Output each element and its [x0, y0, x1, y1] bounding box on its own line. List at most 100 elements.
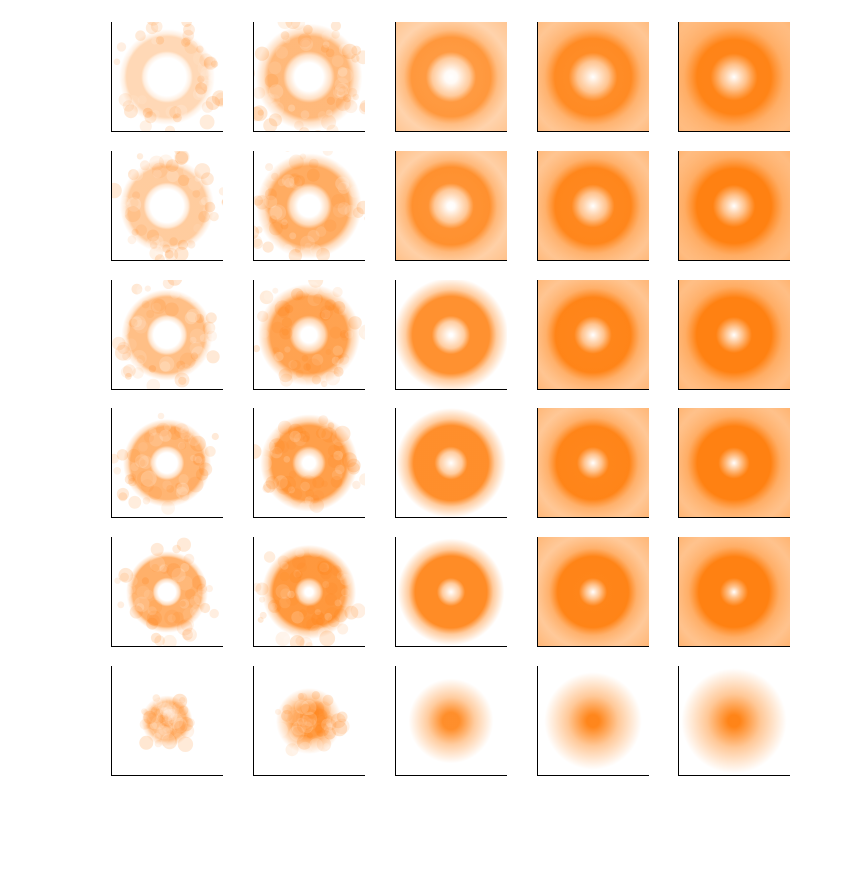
speckle-dot	[135, 454, 149, 468]
speckle-dot	[170, 289, 180, 299]
y-axis-line	[253, 151, 254, 261]
speckle-dot	[168, 714, 183, 729]
speckle-dot	[117, 449, 128, 460]
speckle-dot	[355, 366, 362, 373]
speckle-dot	[334, 442, 343, 451]
speckle-dot	[160, 361, 171, 372]
speckle-dot	[143, 497, 150, 504]
y-axis-line	[395, 22, 396, 132]
speckle-dot	[291, 360, 301, 370]
speckle-dot	[284, 456, 291, 463]
speckle-dot	[281, 219, 287, 225]
speckle-dot	[150, 556, 165, 571]
heatmap-plot	[537, 537, 649, 647]
speckle-dot	[186, 309, 200, 323]
speckle-dot	[300, 236, 315, 251]
x-axis-line	[253, 775, 365, 776]
speckle-dot	[118, 158, 131, 171]
speckle-dot	[315, 609, 321, 615]
y-axis-line	[537, 537, 538, 647]
speckle-dot	[348, 316, 361, 329]
speckle-dot	[200, 65, 216, 81]
speckle-dot	[302, 355, 309, 362]
speckle-dot	[322, 31, 331, 40]
heatmap-plot	[395, 22, 507, 132]
heatmap-panel-r5-c0	[111, 666, 223, 776]
heatmap-plot	[537, 22, 649, 132]
speckle-dot	[333, 346, 343, 356]
heatmap-plot	[253, 22, 365, 132]
speckle-dot	[132, 350, 147, 365]
speckle-dot	[306, 359, 321, 374]
speckle-dot	[259, 597, 265, 603]
heatmap-panel-r3-c3	[537, 408, 649, 518]
speckle-layer	[111, 151, 223, 261]
speckle-dot	[306, 618, 319, 631]
speckle-dot	[345, 331, 353, 339]
speckle-dot	[340, 574, 352, 586]
y-axis-line	[111, 408, 112, 518]
speckle-dot	[205, 202, 216, 213]
speckle-dot	[200, 238, 207, 245]
speckle-dot	[284, 37, 290, 43]
heatmap-panel-r3-c2	[395, 408, 507, 518]
speckle-dot	[184, 435, 191, 442]
speckle-dot	[318, 561, 332, 575]
speckle-dot	[256, 359, 268, 371]
heatmap-panel-r5-c1	[253, 666, 365, 776]
speckle-dot	[176, 483, 189, 496]
speckle-dot	[281, 562, 289, 570]
speckle-dot	[333, 287, 343, 297]
speckle-dot	[253, 345, 260, 352]
speckle-dot	[121, 173, 132, 184]
speckle-dot	[221, 198, 223, 207]
speckle-dot	[150, 693, 166, 709]
speckle-dot	[330, 327, 342, 339]
speckle-dot	[274, 723, 288, 737]
y-axis-line	[395, 408, 396, 518]
x-axis-line	[395, 517, 507, 518]
speckle-dot	[205, 446, 216, 457]
heatmap-plot	[678, 22, 790, 132]
y-axis-line	[537, 151, 538, 261]
speckle-dot	[278, 421, 292, 435]
speckle-dot	[142, 300, 150, 308]
speckle-dot	[347, 459, 361, 473]
heatmap-panel-r4-c2	[395, 537, 507, 647]
heatmap-plot	[253, 280, 365, 390]
speckle-dot	[175, 500, 182, 507]
y-axis-line	[537, 408, 538, 518]
x-axis-line	[253, 646, 365, 647]
y-axis-line	[395, 280, 396, 390]
speckle-dot	[166, 563, 180, 577]
heatmap-panel-r2-c1	[253, 280, 365, 390]
speckle-dot	[188, 177, 202, 191]
speckle-dot	[255, 490, 269, 504]
x-axis-line	[678, 517, 790, 518]
speckle-dot	[343, 557, 353, 567]
speckle-dot	[154, 635, 165, 646]
speckle-dot	[309, 545, 322, 558]
speckle-dot	[296, 291, 306, 301]
heatmap-plot	[253, 408, 365, 518]
speckle-dot	[178, 377, 186, 385]
speckle-dot	[167, 614, 175, 622]
speckle-dot	[142, 577, 149, 584]
speckle-dot	[253, 105, 268, 121]
speckle-dot	[295, 548, 304, 557]
speckle-dot	[285, 305, 294, 314]
speckle-dot	[148, 486, 162, 500]
heatmap-plot	[678, 151, 790, 261]
speckle-dot	[112, 67, 125, 80]
speckle-dot	[258, 456, 272, 470]
speckle-dot	[328, 454, 342, 468]
speckle-dot	[349, 186, 361, 198]
speckle-dot	[112, 459, 120, 467]
speckle-dot	[326, 349, 332, 355]
y-axis-line	[395, 666, 396, 776]
speckle-dot	[206, 312, 217, 323]
speckle-dot	[151, 110, 160, 119]
heatmap-plot	[111, 151, 223, 261]
heatmap-panel-r3-c0	[111, 408, 223, 518]
speckle-dot	[156, 36, 164, 44]
